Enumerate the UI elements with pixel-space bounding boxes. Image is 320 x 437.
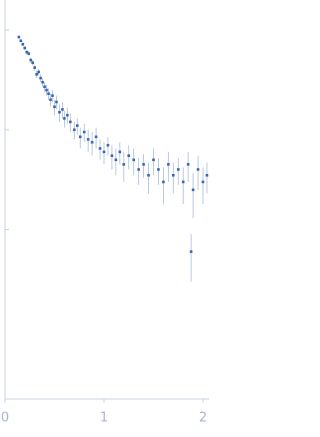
point: [47, 92, 50, 95]
point: [51, 94, 54, 97]
point: [186, 163, 190, 166]
point: [17, 35, 21, 39]
point: [172, 173, 175, 177]
point: [110, 154, 114, 157]
point: [118, 150, 122, 154]
point: [53, 105, 56, 109]
point: [137, 168, 140, 171]
point: [66, 113, 69, 117]
x-tick-label: 0: [1, 411, 9, 426]
point: [147, 173, 150, 177]
point: [162, 180, 165, 184]
point: [21, 42, 25, 46]
point: [142, 163, 145, 166]
point: [25, 50, 29, 54]
point: [205, 173, 209, 177]
point: [75, 124, 79, 127]
chart: 0 1 2: [1, 0, 209, 426]
point: [45, 88, 48, 92]
point: [102, 150, 106, 154]
x-tick-label: 1: [100, 411, 108, 426]
point: [31, 61, 35, 65]
point: [106, 143, 110, 147]
point: [29, 58, 33, 62]
point: [114, 158, 118, 162]
point: [58, 110, 61, 114]
point: [19, 39, 23, 43]
point: [90, 140, 94, 144]
point: [189, 250, 193, 253]
point: [191, 188, 195, 192]
point: [37, 70, 40, 74]
point: [63, 117, 66, 120]
point: [43, 85, 46, 89]
x-tick-label: 2: [199, 411, 207, 426]
point: [176, 168, 180, 171]
point: [41, 80, 44, 84]
point: [33, 66, 36, 69]
point: [98, 147, 102, 150]
point: [127, 154, 131, 157]
point: [23, 46, 27, 50]
point: [86, 138, 90, 141]
point: [167, 163, 170, 166]
point: [157, 168, 160, 171]
point: [78, 135, 82, 139]
point: [94, 135, 98, 139]
point: [196, 168, 200, 171]
point: [132, 158, 135, 162]
point: [27, 52, 31, 55]
point: [152, 158, 155, 162]
point: [201, 180, 205, 184]
point: [39, 76, 42, 80]
point: [35, 72, 38, 76]
point: [181, 180, 185, 184]
point: [82, 130, 86, 134]
point: [55, 100, 58, 104]
point: [73, 128, 76, 132]
point: [69, 120, 72, 124]
point: [49, 98, 52, 102]
point: [61, 108, 64, 111]
point: [122, 163, 126, 166]
